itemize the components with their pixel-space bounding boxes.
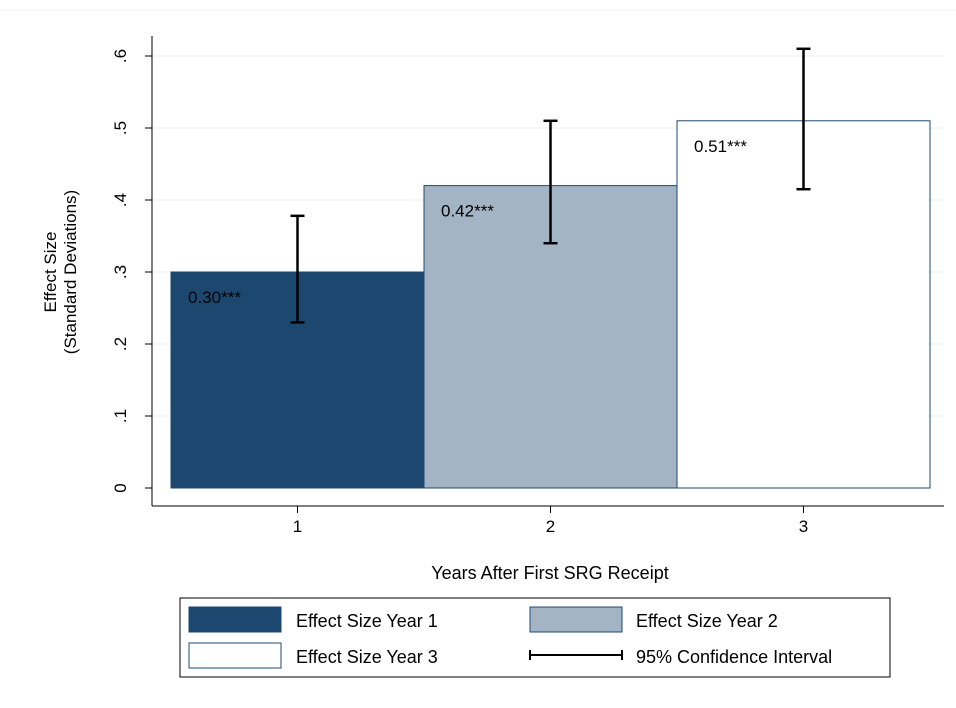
y-tick-label: .3 (111, 265, 130, 279)
legend-swatch-year-1 (188, 606, 282, 633)
x-axis-title: Years After First SRG Receipt (431, 563, 668, 583)
legend: Effect Size Year 1 Effect Size Year 2 Ef… (179, 597, 891, 678)
legend-swatch-year-3 (188, 642, 282, 669)
confidence-intervals (290, 47, 811, 324)
x-axis-ticks: 1 2 3 (293, 506, 808, 536)
x-tick-label: 2 (546, 517, 555, 536)
y-tick-label: .1 (111, 409, 130, 423)
y-tick-label: .2 (111, 337, 130, 351)
bar-value-label: 0.30*** (188, 288, 241, 307)
legend-label-year-2: Effect Size Year 2 (636, 611, 778, 631)
y-tick-label: .6 (111, 49, 130, 63)
x-tick-label: 1 (293, 517, 302, 536)
y-axis-ticks: 0 .1 .2 .3 .4 .5 .6 (111, 49, 152, 493)
bar-value-labels: 0.30*** 0.42*** 0.51*** (188, 137, 747, 307)
y-axis-title-line1: Effect Size (41, 232, 60, 313)
y-axis-title-line2: (Standard Deviations) (61, 190, 80, 354)
bar-value-label: 0.51*** (694, 137, 747, 156)
legend-label-ci: 95% Confidence Interval (636, 647, 832, 667)
y-tick-label: 0 (111, 483, 130, 492)
legend-label-year-1: Effect Size Year 1 (296, 611, 438, 631)
y-tick-label: .4 (111, 193, 130, 207)
legend-ci-symbol (529, 650, 623, 660)
x-tick-label: 3 (799, 517, 808, 536)
bar-value-label: 0.42*** (441, 202, 494, 221)
y-tick-label: .5 (111, 121, 130, 135)
legend-label-year-3: Effect Size Year 3 (296, 647, 438, 667)
legend-swatch-year-2 (529, 606, 623, 633)
